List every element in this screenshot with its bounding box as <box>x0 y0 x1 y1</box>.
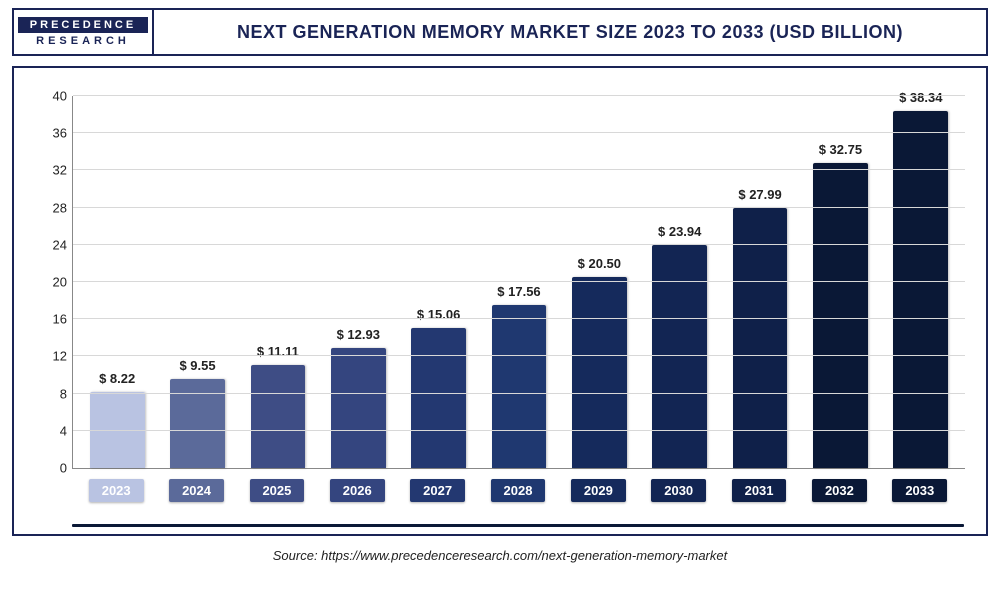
x-label-chip: 2030 <box>639 479 719 502</box>
gridline <box>73 169 965 170</box>
x-label: 2030 <box>651 479 706 502</box>
bar-wrap: $ 23.94 <box>640 245 720 468</box>
title-box: NEXT GENERATION MEMORY MARKET SIZE 2023 … <box>154 10 986 54</box>
logo-top-text: PRECEDENCE <box>18 17 148 33</box>
bar-slot: $ 17.56 <box>479 96 559 468</box>
bar-slot: $ 8.22 <box>77 96 157 468</box>
gridline <box>73 393 965 394</box>
bar <box>813 163 868 468</box>
gridline <box>73 355 965 356</box>
x-label-chip: 2024 <box>156 479 236 502</box>
bar-wrap: $ 32.75 <box>800 163 880 468</box>
bar-slot: $ 9.55 <box>157 96 237 468</box>
gridline <box>73 207 965 208</box>
x-label: 2031 <box>732 479 787 502</box>
y-tick-label: 20 <box>41 275 67 290</box>
chart-container: PRECEDENCE RESEARCH NEXT GENERATION MEMO… <box>0 8 1000 600</box>
bar-wrap: $ 38.34 <box>881 111 961 468</box>
bar-slot: $ 11.11 <box>238 96 318 468</box>
bar-value-label: $ 15.06 <box>417 307 460 322</box>
bar-value-label: $ 11.11 <box>257 344 299 359</box>
bar <box>572 277 627 468</box>
bar-slot: $ 38.34 <box>881 96 961 468</box>
y-tick-label: 28 <box>41 200 67 215</box>
x-axis-row: 2023 2024 2025 2026 2027 2028 2029 2030 2031 2032… <box>72 479 964 502</box>
x-label: 2027 <box>410 479 465 502</box>
bar-wrap: $ 12.93 <box>318 348 398 468</box>
header-bar: PRECEDENCE RESEARCH NEXT GENERATION MEMO… <box>12 8 988 56</box>
bar-value-label: $ 8.22 <box>99 371 135 386</box>
x-label-chip: 2033 <box>880 479 960 502</box>
bar-slot: $ 27.99 <box>720 96 800 468</box>
bar <box>251 365 306 468</box>
bar-slot: $ 12.93 <box>318 96 398 468</box>
bar-value-label: $ 20.50 <box>578 256 621 271</box>
bar-value-label: $ 23.94 <box>658 224 701 239</box>
accent-underline <box>72 524 964 527</box>
bar-slot: $ 32.75 <box>800 96 880 468</box>
x-label: 2033 <box>892 479 947 502</box>
y-tick-label: 12 <box>41 349 67 364</box>
x-label-chip: 2031 <box>719 479 799 502</box>
bar-slot: $ 15.06 <box>398 96 478 468</box>
x-label: 2024 <box>169 479 224 502</box>
bar <box>893 111 948 468</box>
x-label-chip: 2032 <box>799 479 879 502</box>
gridline <box>73 430 965 431</box>
chart-title: NEXT GENERATION MEMORY MARKET SIZE 2023 … <box>237 22 903 43</box>
bar-value-label: $ 38.34 <box>899 90 942 105</box>
bar-value-label: $ 32.75 <box>819 142 862 157</box>
bar-value-label: $ 12.93 <box>337 327 380 342</box>
y-tick-label: 40 <box>41 89 67 104</box>
bar <box>492 305 547 468</box>
bar-value-label: $ 27.99 <box>738 187 781 202</box>
y-tick-label: 0 <box>41 461 67 476</box>
x-label-chip: 2026 <box>317 479 397 502</box>
x-label: 2023 <box>89 479 144 502</box>
y-tick-label: 24 <box>41 237 67 252</box>
bar-value-label: $ 17.56 <box>497 284 540 299</box>
bar <box>331 348 386 468</box>
plot-area: $ 8.22$ 9.55$ 11.11$ 12.93$ 15.06$ 17.56… <box>72 96 965 469</box>
bar <box>411 328 466 468</box>
y-tick-label: 36 <box>41 126 67 141</box>
y-tick-label: 16 <box>41 312 67 327</box>
bar <box>652 245 707 468</box>
x-label: 2025 <box>250 479 305 502</box>
x-label-chip: 2025 <box>237 479 317 502</box>
x-label: 2032 <box>812 479 867 502</box>
gridline <box>73 281 965 282</box>
gridline <box>73 244 965 245</box>
logo-bottom-text: RESEARCH <box>36 35 130 47</box>
source-citation: Source: https://www.precedenceresearch.c… <box>0 548 1000 563</box>
bar-wrap: $ 15.06 <box>398 328 478 468</box>
bar-wrap: $ 17.56 <box>479 305 559 468</box>
x-label-chip: 2023 <box>76 479 156 502</box>
bars-row: $ 8.22$ 9.55$ 11.11$ 12.93$ 15.06$ 17.56… <box>73 96 965 468</box>
bar-value-label: $ 9.55 <box>179 358 215 373</box>
y-tick-label: 8 <box>41 386 67 401</box>
bar-slot: $ 20.50 <box>559 96 639 468</box>
y-tick-label: 32 <box>41 163 67 178</box>
x-label-chip: 2028 <box>478 479 558 502</box>
x-label-chip: 2027 <box>397 479 477 502</box>
brand-logo: PRECEDENCE RESEARCH <box>14 10 154 54</box>
y-tick-label: 4 <box>41 423 67 438</box>
gridline <box>73 95 965 96</box>
bar-slot: $ 23.94 <box>640 96 720 468</box>
x-label: 2029 <box>571 479 626 502</box>
x-label: 2026 <box>330 479 385 502</box>
gridline <box>73 318 965 319</box>
bar-wrap: $ 20.50 <box>559 277 639 468</box>
x-label: 2028 <box>491 479 546 502</box>
bar-wrap: $ 11.11 <box>238 365 318 468</box>
chart-frame: $ 8.22$ 9.55$ 11.11$ 12.93$ 15.06$ 17.56… <box>12 66 988 536</box>
gridline <box>73 132 965 133</box>
x-label-chip: 2029 <box>558 479 638 502</box>
